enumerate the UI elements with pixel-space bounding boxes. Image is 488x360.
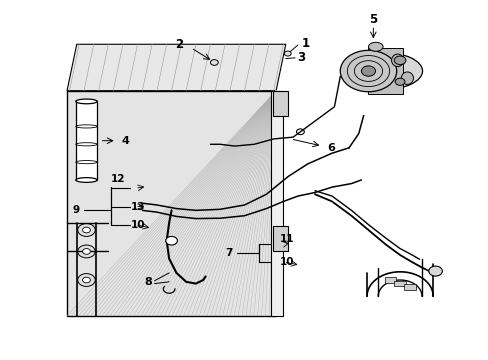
- Circle shape: [394, 78, 404, 85]
- Text: 6: 6: [326, 143, 334, 153]
- Polygon shape: [67, 91, 276, 316]
- Circle shape: [78, 245, 95, 258]
- Ellipse shape: [76, 99, 97, 104]
- Polygon shape: [67, 44, 285, 91]
- Bar: [403, 284, 415, 290]
- Polygon shape: [271, 91, 283, 316]
- Circle shape: [340, 50, 396, 92]
- Ellipse shape: [401, 72, 413, 85]
- Ellipse shape: [76, 177, 97, 183]
- Circle shape: [428, 266, 442, 276]
- Polygon shape: [272, 226, 287, 251]
- Circle shape: [78, 224, 95, 237]
- Text: 3: 3: [296, 51, 305, 64]
- Polygon shape: [272, 91, 287, 116]
- Text: 10: 10: [279, 257, 293, 267]
- Bar: [393, 281, 405, 287]
- Circle shape: [165, 237, 177, 245]
- Text: 8: 8: [144, 277, 152, 287]
- Circle shape: [78, 274, 95, 287]
- Circle shape: [210, 60, 218, 65]
- Text: 11: 11: [279, 234, 293, 244]
- Text: 9: 9: [72, 205, 79, 215]
- Text: 13: 13: [131, 202, 145, 212]
- Text: 7: 7: [224, 248, 232, 258]
- Text: 10: 10: [131, 220, 145, 230]
- Ellipse shape: [368, 42, 382, 51]
- Ellipse shape: [391, 54, 403, 67]
- Text: 1: 1: [301, 37, 309, 50]
- Circle shape: [361, 66, 375, 76]
- Ellipse shape: [343, 53, 422, 90]
- Text: 2: 2: [175, 38, 183, 51]
- Bar: [384, 277, 395, 283]
- Circle shape: [82, 277, 90, 283]
- Circle shape: [82, 227, 90, 233]
- Polygon shape: [76, 102, 97, 180]
- Circle shape: [82, 249, 90, 254]
- Circle shape: [284, 51, 290, 56]
- Circle shape: [393, 56, 405, 64]
- Polygon shape: [368, 48, 402, 94]
- Text: 4: 4: [121, 136, 129, 146]
- Text: 5: 5: [368, 13, 377, 27]
- Text: 12: 12: [111, 174, 125, 184]
